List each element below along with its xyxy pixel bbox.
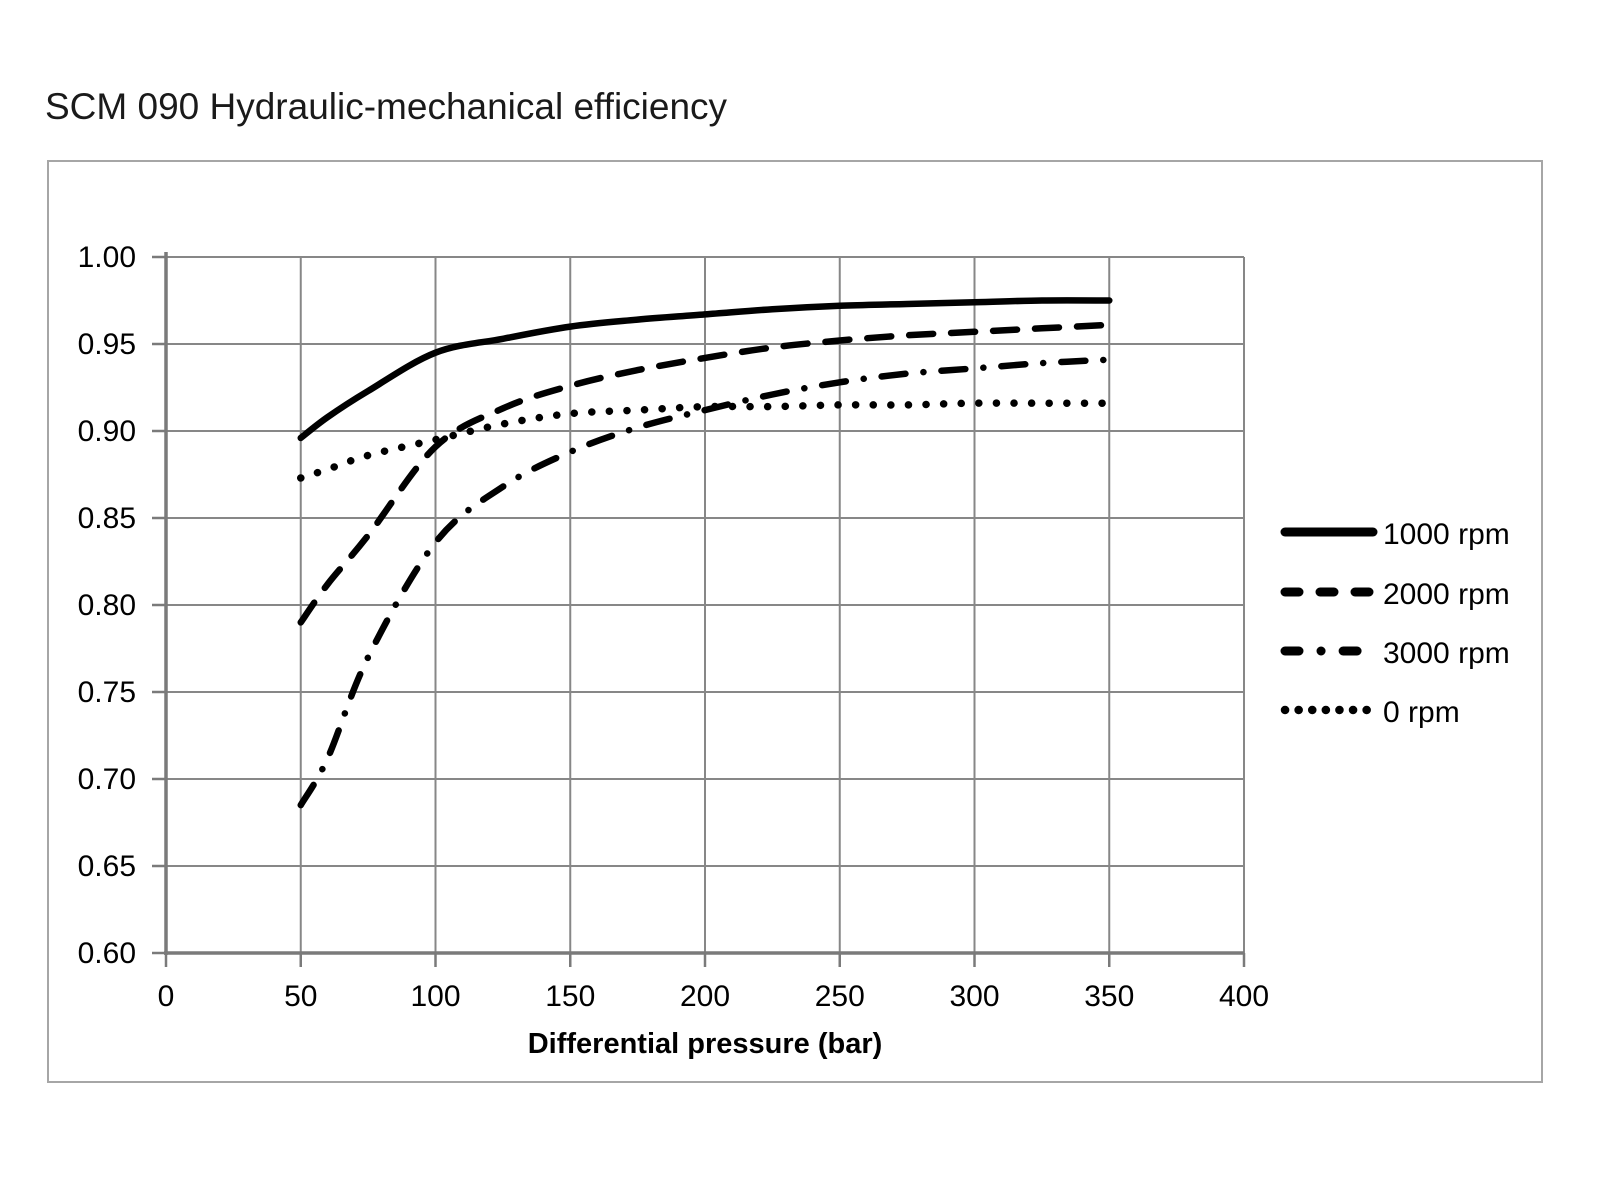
x-tick-label: 350	[1084, 980, 1134, 1013]
legend-label: 2000 rpm	[1383, 578, 1510, 611]
x-tick-label: 50	[284, 980, 317, 1013]
y-tick-label: 0.65	[78, 850, 136, 883]
series-line-3000-rpm	[297, 356, 1113, 809]
y-tick-label: 0.95	[78, 328, 136, 361]
y-tick-label: 0.90	[78, 415, 136, 448]
legend-item-0-rpm: 0 rpm	[1280, 696, 1460, 729]
legend-item-1000-rpm: 1000 rpm	[1280, 518, 1510, 551]
x-tick-label: 150	[545, 980, 595, 1013]
axes	[152, 252, 1246, 967]
y-tick-label: 0.70	[78, 763, 136, 796]
x-tick-label: 200	[680, 980, 730, 1013]
x-axis-title: Differential pressure (bar)	[528, 1028, 883, 1060]
series-line-2000-rpm	[297, 321, 1113, 626]
y-tick-label: 0.85	[78, 502, 136, 535]
legend-item-3000-rpm: 3000 rpm	[1280, 637, 1510, 670]
x-tick-label: 0	[158, 980, 175, 1013]
legend-label: 1000 rpm	[1383, 518, 1510, 551]
legend-label: 0 rpm	[1383, 696, 1460, 729]
series-line-1000-rpm	[297, 297, 1113, 442]
chart-title: SCM 090 Hydraulic-mechanical efficiency	[45, 86, 728, 127]
legend: 1000 rpm 2000 rpm 3000 rpm 0 rpm	[1280, 518, 1510, 729]
legend-label: 3000 rpm	[1383, 637, 1510, 670]
chart-frame	[47, 160, 1543, 1083]
y-tick-label: 1.00	[78, 241, 136, 274]
y-tick-label: 0.80	[78, 589, 136, 622]
y-tick-label: 0.75	[78, 676, 136, 709]
series-lines	[297, 297, 1114, 809]
x-tick-label: 250	[815, 980, 865, 1013]
legend-item-2000-rpm: 2000 rpm	[1280, 578, 1510, 611]
x-tick-label: 300	[949, 980, 999, 1013]
x-tick-label: 100	[410, 980, 460, 1013]
gridlines	[165, 256, 1245, 954]
y-tick-label: 0.60	[78, 937, 136, 970]
series-line-0-rpm	[297, 399, 1114, 482]
x-tick-label: 400	[1219, 980, 1269, 1013]
tick-labels: 0.60 0.65 0.70 0.75 0.80 0.85 0.90 0.95 1.00 0 50 1…	[78, 241, 1269, 1013]
